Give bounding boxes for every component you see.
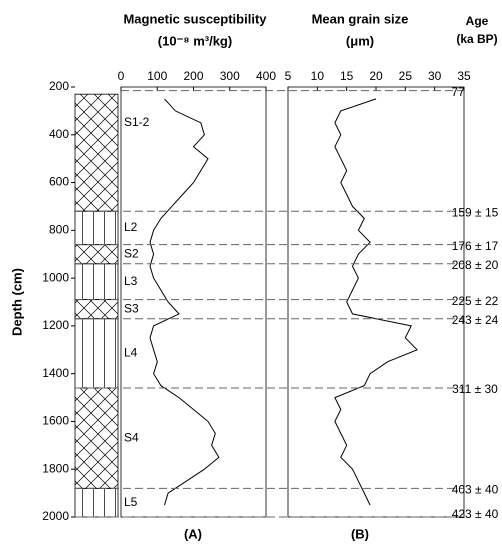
- strat-unit: [74, 244, 119, 265]
- y-tick-label: 800: [49, 223, 69, 237]
- y-tick-label: 1800: [42, 461, 69, 475]
- y-tick-label: 1600: [42, 414, 69, 428]
- age-label: 77: [451, 85, 465, 99]
- age-unit: (ka BP): [456, 32, 497, 46]
- strat-label: L5: [124, 495, 138, 509]
- panel-a: (A): [184, 526, 202, 541]
- panel-frame: [287, 86, 465, 518]
- age-label: 176 ± 17: [452, 239, 499, 253]
- data-line: [149, 98, 220, 506]
- x-tick-label: 30: [428, 69, 442, 83]
- title-b: Mean grain size: [312, 11, 409, 26]
- age-label: 225 ± 22: [452, 294, 499, 308]
- age-label: 208 ± 20: [452, 258, 499, 272]
- x-tick-label: 5: [285, 69, 292, 83]
- strat-label: L4: [124, 346, 138, 360]
- panel-b: (B): [351, 526, 369, 541]
- strat-unit: [74, 210, 119, 246]
- x-tick-label: 15: [340, 69, 354, 83]
- y-tick-label: 400: [49, 127, 69, 141]
- strat-unit: [74, 487, 119, 518]
- y-tick-label: 2000: [42, 509, 69, 523]
- strat-unit: [74, 263, 119, 301]
- x-tick-label: 35: [457, 69, 471, 83]
- y-tick-label: 1000: [42, 270, 69, 284]
- strat-unit: [74, 299, 119, 320]
- x-tick-label: 200: [183, 69, 203, 83]
- x-tick-label: 100: [147, 69, 167, 83]
- age-title: Age: [466, 14, 489, 28]
- x-tick-label: 10: [311, 69, 325, 83]
- x-tick-label: 0: [118, 69, 125, 83]
- age-label: 243 ± 24: [452, 313, 499, 327]
- strat-unit: [74, 318, 119, 389]
- strat-label: L3: [124, 274, 138, 288]
- x-tick-label: 300: [220, 69, 240, 83]
- y-tick-label: 200: [49, 79, 69, 93]
- strat-label: S4: [124, 430, 139, 444]
- strat-label: S1-2: [124, 115, 150, 129]
- subtitle-a: (10⁻⁸ m³/kg): [158, 33, 232, 48]
- x-tick-label: 20: [369, 69, 383, 83]
- subtitle-b: (μm): [346, 33, 374, 48]
- data-line: [334, 98, 418, 506]
- age-label: 423 ± 40: [452, 507, 499, 521]
- strat-unit: [74, 387, 119, 489]
- strat-unit: [74, 93, 119, 212]
- y-tick-label: 1200: [42, 318, 69, 332]
- strat-label: S3: [124, 301, 139, 315]
- y-tick-label: 1400: [42, 366, 69, 380]
- panel-frame: [120, 86, 267, 518]
- strat-label: S2: [124, 246, 139, 260]
- strat-label: L2: [124, 220, 138, 234]
- x-tick-label: 25: [399, 69, 413, 83]
- age-label: 403 ± 40: [452, 483, 499, 497]
- y-axis-label: Depth (cm): [9, 268, 24, 336]
- age-label: 311 ± 30: [452, 382, 498, 396]
- y-tick-label: 600: [49, 175, 69, 189]
- title-a: Magnetic susceptibility: [123, 11, 267, 26]
- age-label: 159 ± 15: [452, 205, 499, 219]
- x-tick-label: 400: [256, 69, 276, 83]
